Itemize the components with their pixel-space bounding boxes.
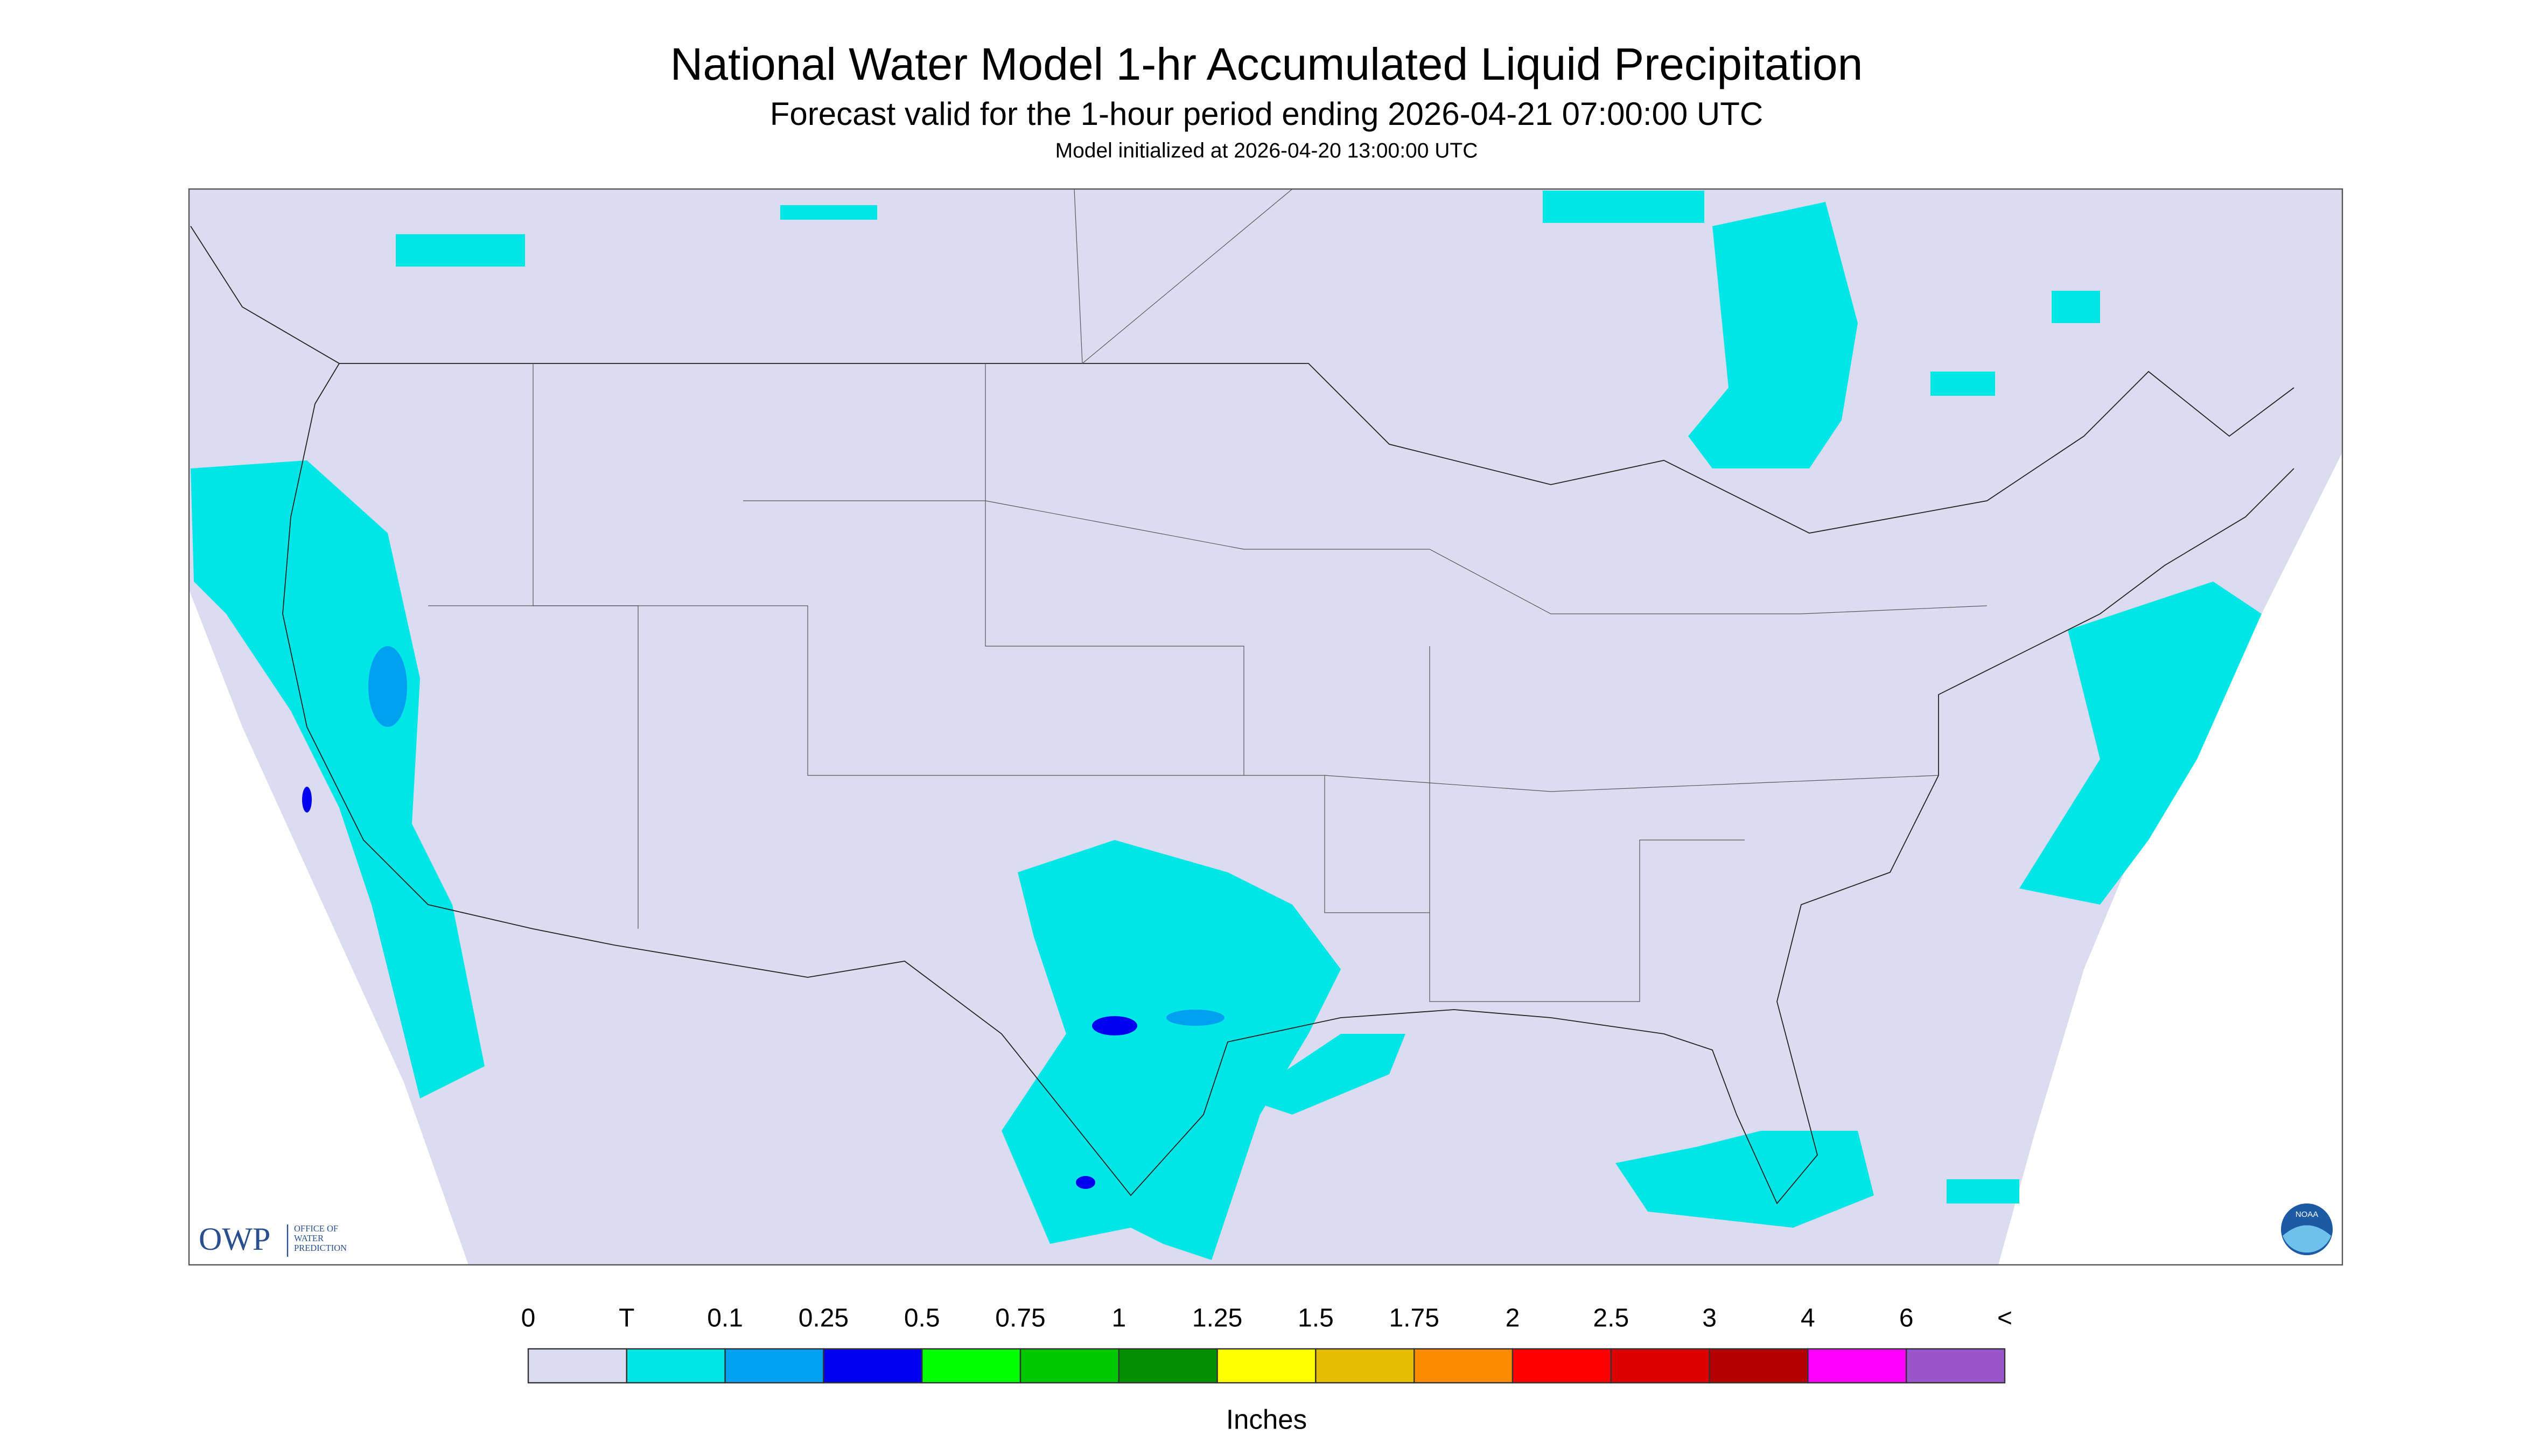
legend-swatch: [1019, 1348, 1120, 1384]
legend-swatch: [921, 1348, 1021, 1384]
rain-area: [2019, 582, 2262, 905]
noaa-text: NOAA: [2296, 1210, 2319, 1219]
state-line: [1324, 775, 1939, 792]
legend-unit: Inches: [1226, 1404, 1307, 1434]
owp-logo-text: PREDICTION: [294, 1243, 347, 1253]
legend-label: 3: [1702, 1304, 1717, 1333]
legend-label: 1.75: [1389, 1304, 1439, 1333]
rain-heavy: [1076, 1176, 1095, 1189]
legend-swatch: [626, 1348, 726, 1384]
legend-label: 4: [1801, 1304, 1815, 1333]
legend-label: 1: [1111, 1304, 1126, 1333]
state-line: [428, 605, 1430, 913]
legend-label: 0: [521, 1304, 536, 1333]
legend-label: <: [1997, 1304, 2012, 1333]
state-line: [1429, 646, 1745, 1002]
rain-area: [1688, 202, 1858, 469]
legend: 0 T 0.1 0.25 0.5 0.75 1 1.25 1.5 1.75 2 2.5 3 4 6 <: [521, 1304, 2012, 1384]
legend-swatch: [1216, 1348, 1317, 1384]
legend-label: 1.5: [1298, 1304, 1334, 1333]
owp-logo: OWP: [199, 1221, 270, 1257]
legend-swatch: [1807, 1348, 1907, 1384]
legend-swatch: [1512, 1348, 1612, 1384]
rain-area: [2052, 291, 2100, 324]
state-line: [985, 363, 1244, 776]
legend-swatch: [527, 1348, 628, 1384]
rain-area: [1947, 1179, 2019, 1204]
rain-area: [396, 234, 525, 267]
rain-heavy: [368, 646, 407, 727]
off-domain: [1998, 452, 2342, 1265]
rain-area: [1930, 372, 1995, 396]
legend-label: 0.1: [707, 1304, 743, 1333]
rain-area: [1615, 1131, 1874, 1228]
legend-label: 0.25: [799, 1304, 849, 1333]
legend-swatch: [1610, 1348, 1710, 1384]
rain-heavy: [1166, 1010, 1224, 1026]
off-domain: [189, 590, 468, 1265]
owp-logo-text: WATER: [294, 1233, 324, 1243]
legend-swatch: [1709, 1348, 1809, 1384]
state-line: [1074, 188, 1293, 365]
state-line: [533, 363, 639, 929]
legend-label: 2: [1506, 1304, 1520, 1333]
rain-area: [191, 460, 485, 1099]
subtitle: Forecast valid for the 1-hour period end…: [770, 96, 1763, 132]
legend-label: 0.5: [904, 1304, 940, 1333]
legend-label: 2.5: [1593, 1304, 1629, 1333]
legend-swatch: [724, 1348, 824, 1384]
legend-label: T: [619, 1304, 634, 1333]
legend-swatch: [1315, 1348, 1415, 1384]
init-time: Model initialized at 2026-04-20 13:00:00…: [1055, 139, 1478, 162]
rain-heavy: [302, 787, 312, 813]
rain-area: [1244, 1034, 1405, 1115]
map-frame: [188, 188, 2343, 1266]
precipitation: [191, 191, 2262, 1261]
legend-label: 0.75: [995, 1304, 1045, 1333]
noaa-wave: [2283, 1225, 2331, 1253]
rain-area: [1002, 840, 1341, 1261]
rain-area: [1543, 191, 1704, 223]
legend-swatch: [1905, 1348, 2006, 1384]
title: National Water Model 1-hr Accumulated Li…: [670, 39, 1863, 89]
legend-label: 6: [1899, 1304, 1914, 1333]
owp-logo-text: OFFICE OF: [294, 1223, 338, 1234]
rain-heavy: [1092, 1016, 1137, 1036]
legend-swatch: [1414, 1348, 1514, 1384]
border: [339, 363, 2294, 534]
legend-label: 1.25: [1192, 1304, 1242, 1333]
legend-swatch: [1118, 1348, 1218, 1384]
legend-swatch: [823, 1348, 923, 1384]
rain-area: [780, 205, 877, 220]
coastline: [190, 226, 2294, 1205]
state-line: [743, 500, 1988, 614]
